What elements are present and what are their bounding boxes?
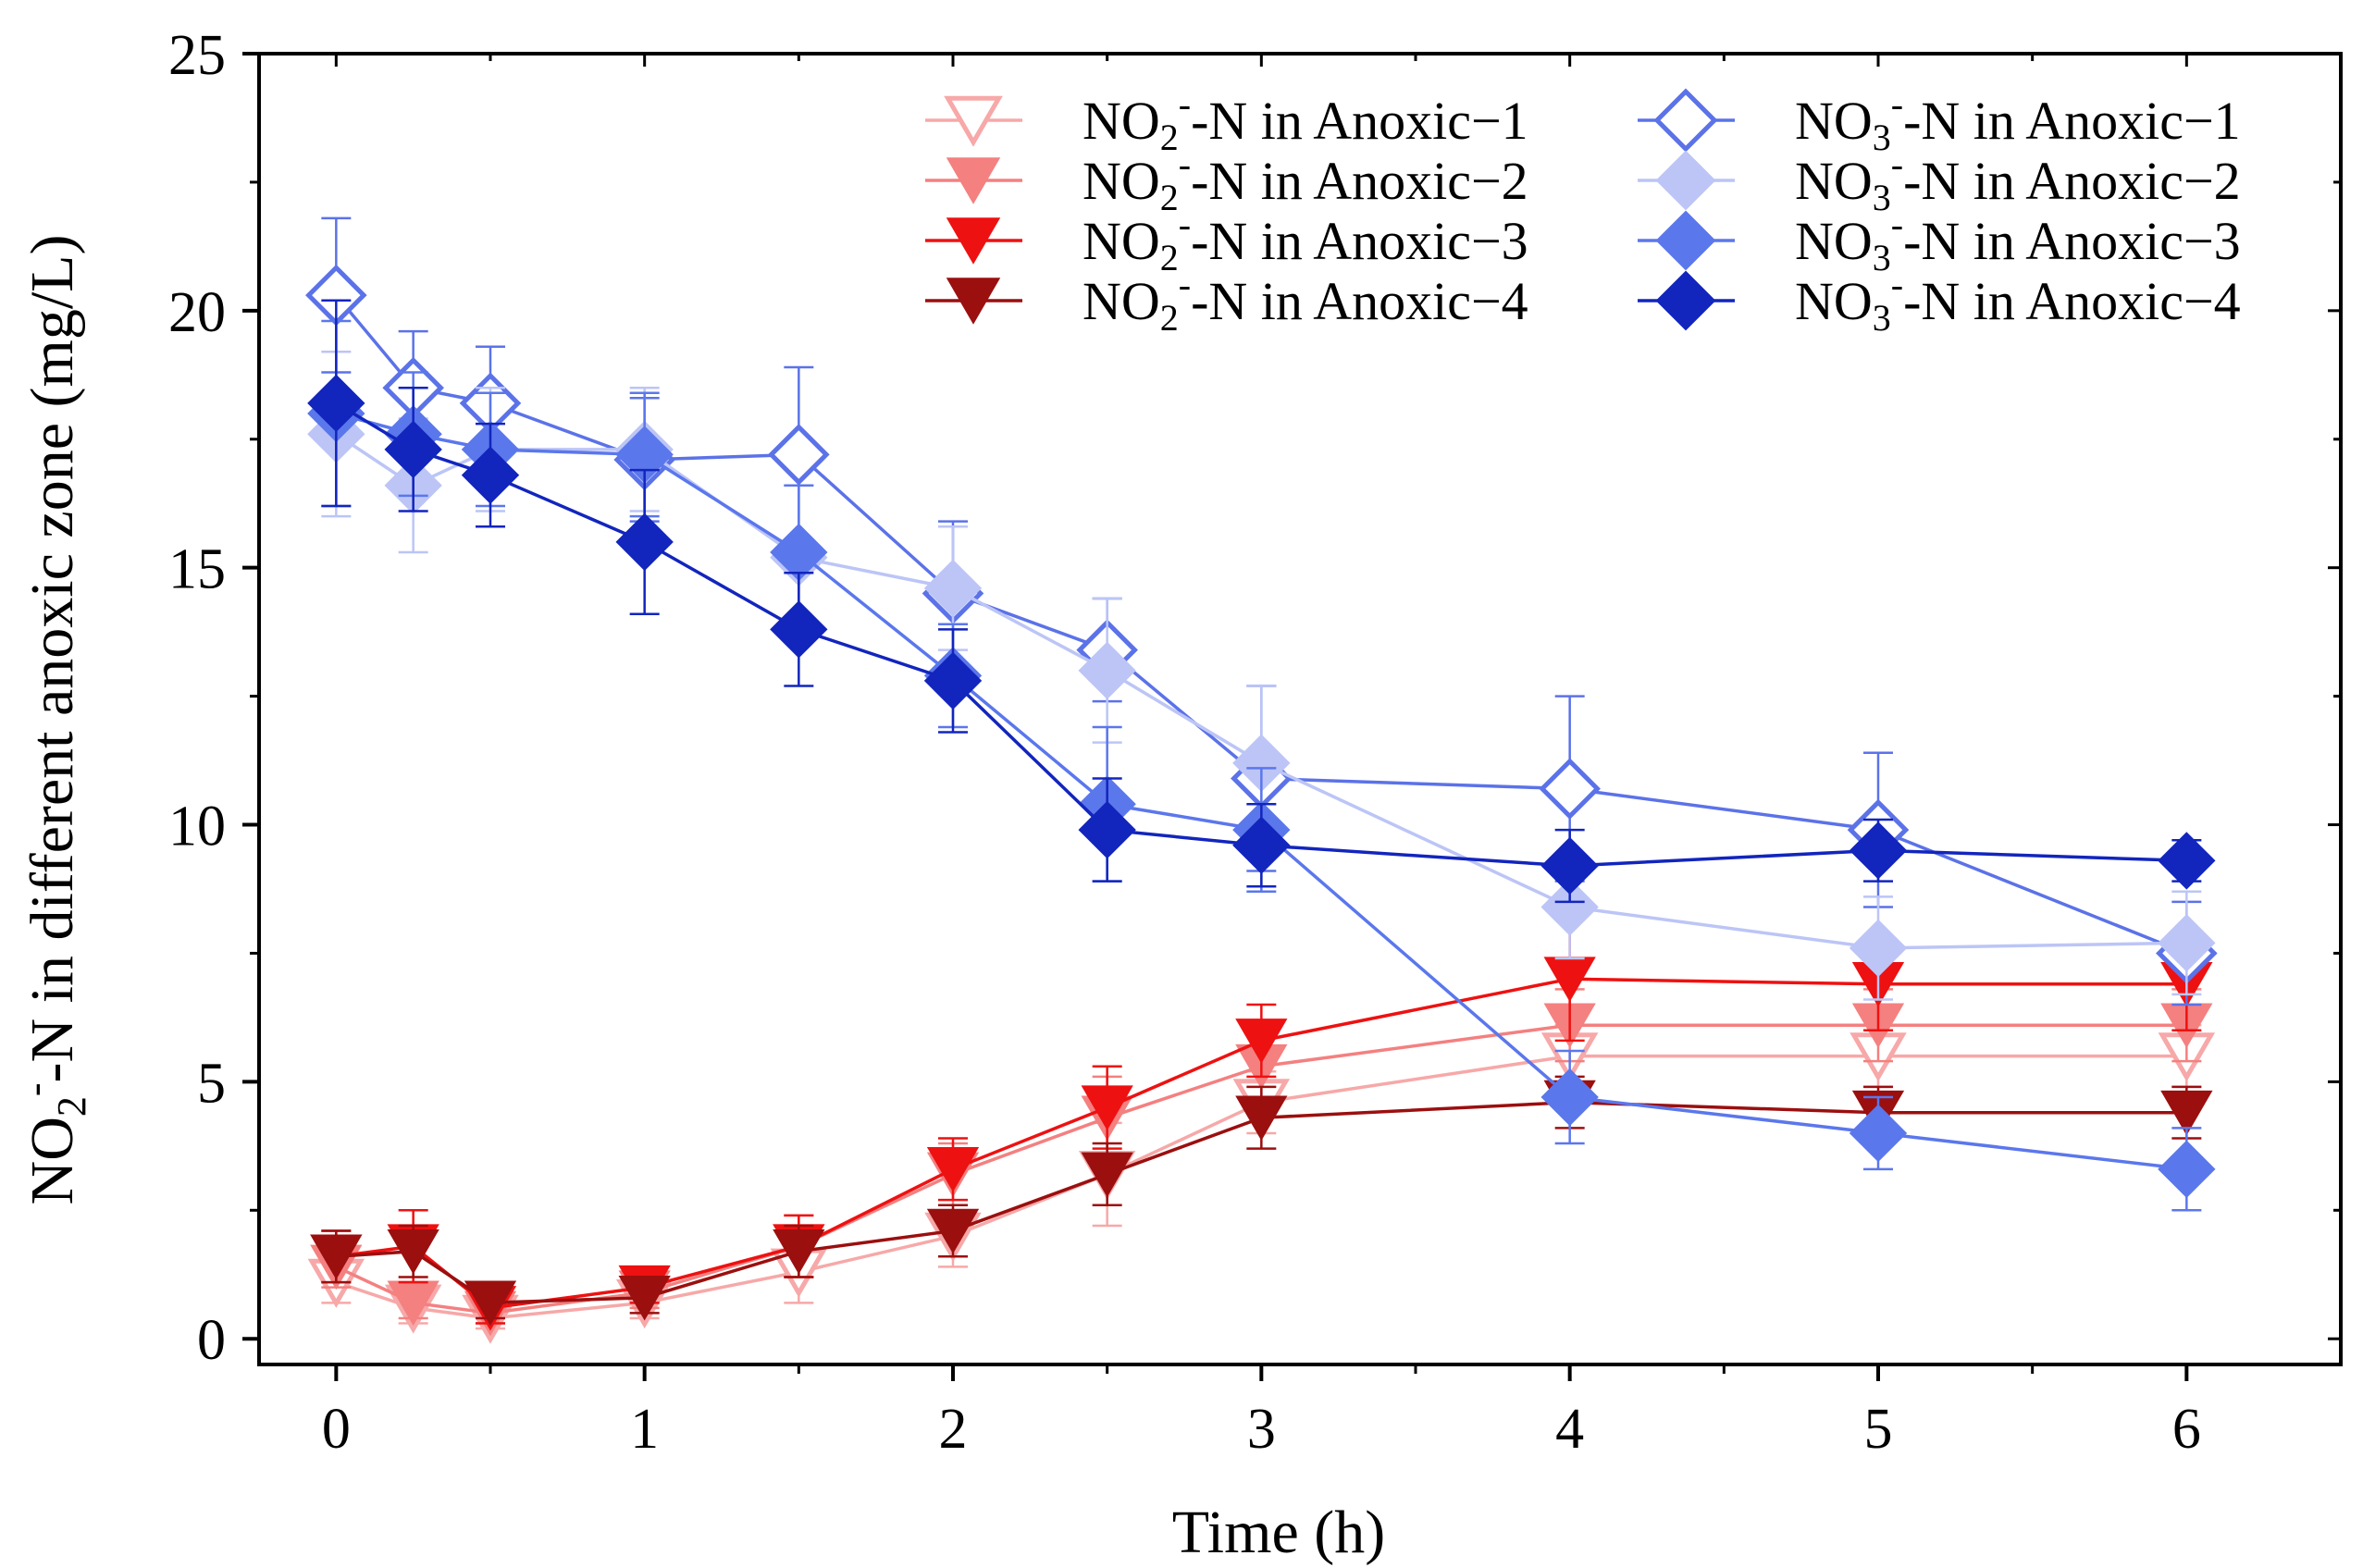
legend-label: NO3--N in Anoxic−2: [1795, 143, 2241, 218]
data-point: [1232, 816, 1291, 874]
legend-label: NO3--N in Anoxic−1: [1795, 83, 2241, 158]
x-tick-label: 3: [1247, 1398, 1276, 1461]
x-axis: 0 1 2 3 4 5 6: [322, 54, 2201, 1461]
data-point: [307, 374, 365, 433]
data-point: [1078, 641, 1136, 699]
legend-label: NO3--N in Anoxic−3: [1795, 204, 2241, 278]
data-point: [1540, 1068, 1599, 1127]
legend-marker: [1655, 150, 1716, 211]
legend-item-no3-2: NO3--N in Anoxic−2: [1638, 143, 2241, 218]
data-point: [1849, 1104, 1908, 1163]
x-axis-title: Time (h): [1172, 1499, 1385, 1566]
data-point: [1081, 1085, 1133, 1130]
data-point: [1849, 919, 1908, 978]
series-no3-2: [307, 351, 2216, 1001]
data-point: [923, 651, 983, 710]
data-point: [615, 512, 674, 572]
data-point: [923, 559, 983, 618]
legend-item-no2-2: NO2--N in Anoxic−2: [925, 143, 1528, 218]
data-point: [768, 424, 830, 486]
y-tick-label: 10: [168, 796, 226, 858]
series-no3-4: [307, 299, 2216, 904]
data-point: [1078, 800, 1136, 859]
x-tick-label: 2: [939, 1398, 968, 1461]
legend-item-no3-3: NO3--N in Anoxic−3: [1638, 204, 2241, 278]
data-point: [464, 1280, 517, 1327]
legend-item-no2-1: NO2--N in Anoxic−1: [925, 83, 1528, 158]
y-tick-label: 20: [168, 281, 226, 344]
data-point: [773, 1228, 825, 1275]
x-tick-label: 6: [2172, 1398, 2201, 1461]
legend-label: NO3--N in Anoxic−4: [1795, 264, 2241, 339]
data-point: [387, 1228, 439, 1275]
data-point: [1539, 758, 1601, 820]
legend-marker: [1655, 210, 1716, 271]
legend-marker: [1653, 88, 1718, 153]
plot-frame: [257, 52, 2343, 1366]
data-point: [461, 446, 520, 504]
data-point: [618, 1275, 671, 1321]
x-tick-label: 0: [322, 1398, 351, 1461]
legend-label: NO2--N in Anoxic−1: [1083, 83, 1528, 158]
data-point: [926, 1147, 980, 1192]
y-tick-label: 15: [168, 538, 226, 601]
data-point: [770, 600, 828, 659]
legend-label: NO2--N in Anoxic−3: [1083, 204, 1528, 278]
data-point: [2158, 914, 2216, 972]
data-point: [926, 1208, 980, 1254]
data-point: [1540, 836, 1599, 895]
legend-label: NO2--N in Anoxic−2: [1083, 143, 1528, 218]
legend-marker: [946, 278, 1001, 325]
y-axis-title: NO2--N in different anoxic zone (mg/L): [12, 235, 94, 1205]
legend-item-no3-1: NO3--N in Anoxic−1: [1638, 83, 2241, 158]
data-point: [1540, 878, 1599, 936]
series-no2-4: [310, 1075, 2213, 1327]
data-point: [1849, 821, 1908, 880]
series-layer: [305, 216, 2218, 1344]
data-point: [2158, 1140, 2216, 1199]
x-tick-label: 5: [1864, 1398, 1893, 1461]
legend-item-no2-3: NO2--N in Anoxic−3: [925, 204, 1528, 278]
y-tick-label: 25: [168, 24, 226, 87]
data-point: [1235, 1095, 1288, 1142]
data-point: [384, 420, 442, 479]
legend-marker: [1655, 270, 1716, 331]
data-point: [1081, 1152, 1133, 1198]
y-tick-label: 0: [197, 1309, 226, 1372]
legend-marker: [946, 157, 1001, 204]
x-tick-label: 4: [1555, 1398, 1584, 1461]
data-point: [2158, 832, 2216, 890]
y-tick-label: 5: [197, 1052, 226, 1115]
legend-item-no2-4: NO2--N in Anoxic−4: [925, 264, 1528, 339]
data-point: [2160, 1090, 2213, 1136]
data-point: [1235, 1019, 1288, 1064]
legend-marker: [946, 217, 1001, 265]
legend-marker: [944, 95, 1003, 147]
legend-item-no3-4: NO3--N in Anoxic−4: [1638, 264, 2241, 339]
data-point: [770, 523, 828, 582]
data-point: [310, 1234, 363, 1280]
x-tick-label: 1: [630, 1398, 659, 1461]
legend-label: NO2--N in Anoxic−4: [1083, 264, 1528, 339]
plot-area: [257, 52, 2343, 1366]
y-axis: 0 5 10 15 20 25: [168, 24, 2341, 1372]
